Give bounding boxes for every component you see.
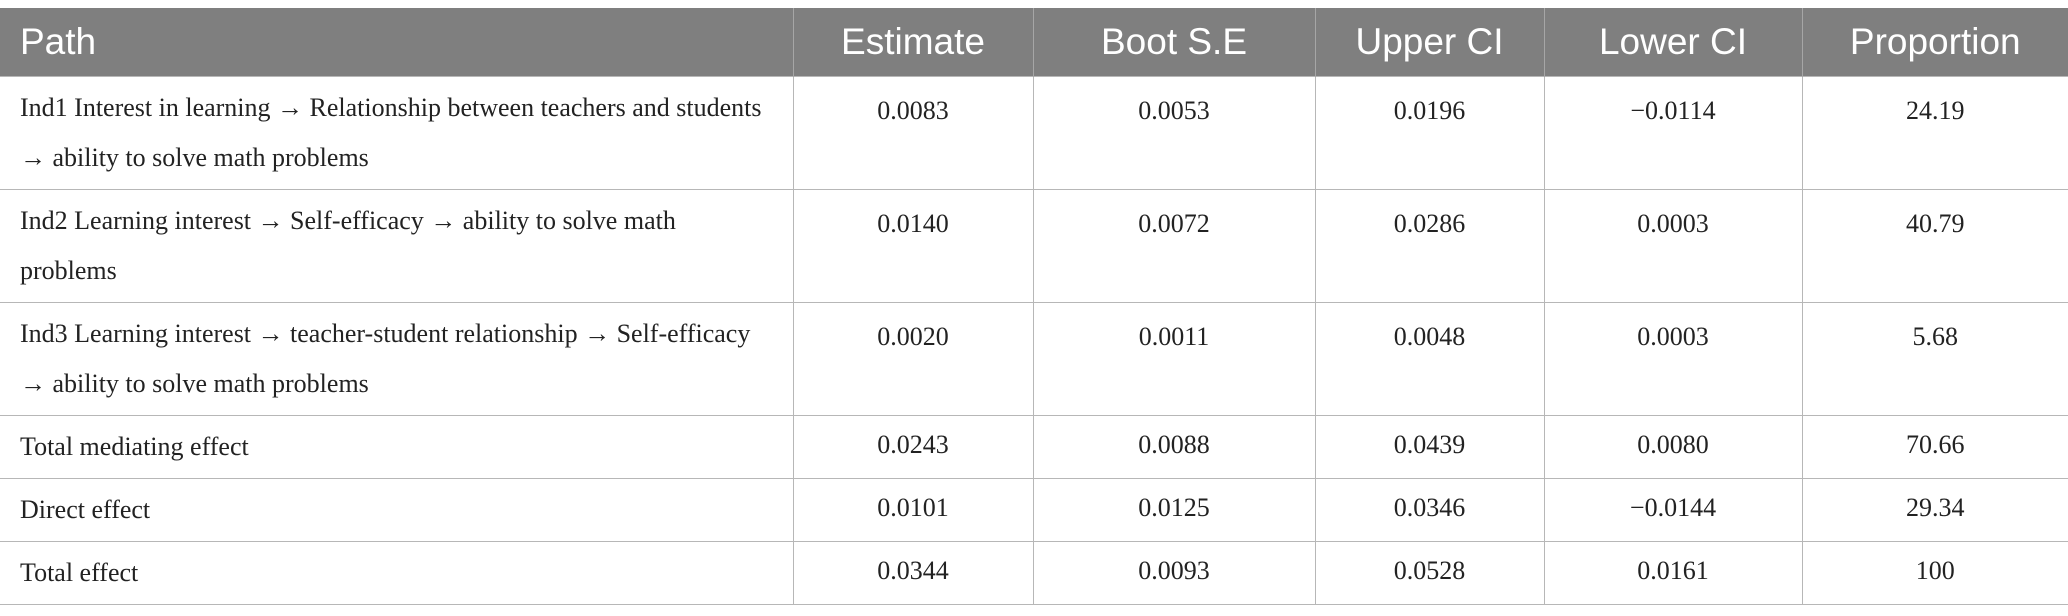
cell-lower-ci: 0.0161 [1543,541,1803,605]
header-row: Path Estimate Boot S.E Upper CI Lower CI… [0,8,2068,77]
table-body: Ind1 Interest in learning → Relationship… [0,76,2068,605]
table-row: Ind1 Interest in learning → Relationship… [0,76,2068,190]
cell-upper-ci: 0.0048 [1314,302,1545,416]
cell-lower-ci: −0.0114 [1543,76,1803,190]
header-path: Path [0,8,793,77]
table-row: Direct effect 0.0101 0.0125 0.0346 −0.01… [0,478,2068,542]
table-row: Ind3 Learning interest → teacher-student… [0,302,2068,416]
cell-path: Ind1 Interest in learning → Relationship… [0,76,794,190]
cell-estimate: 0.0083 [792,76,1034,190]
cell-boot-se: 0.0125 [1032,478,1316,542]
mediation-table-container: Path Estimate Boot S.E Upper CI Lower CI… [0,8,2068,605]
cell-boot-se: 0.0088 [1032,415,1316,479]
cell-lower-ci: 0.0003 [1543,302,1803,416]
cell-proportion: 24.19 [1801,76,2068,190]
header-proportion: Proportion [1801,8,2068,77]
mediation-effects-table: Path Estimate Boot S.E Upper CI Lower CI… [0,8,2068,605]
cell-estimate: 0.0020 [792,302,1034,416]
cell-boot-se: 0.0053 [1032,76,1316,190]
cell-lower-ci: 0.0080 [1543,415,1803,479]
cell-estimate: 0.0101 [792,478,1034,542]
cell-upper-ci: 0.0528 [1314,541,1545,605]
table-row: Total mediating effect 0.0243 0.0088 0.0… [0,415,2068,479]
table-row: Total effect 0.0344 0.0093 0.0528 0.0161… [0,541,2068,605]
table-header: Path Estimate Boot S.E Upper CI Lower CI… [0,8,2068,77]
cell-boot-se: 0.0011 [1032,302,1316,416]
header-estimate: Estimate [792,8,1033,77]
header-lower-ci: Lower CI [1543,8,1802,77]
cell-lower-ci: 0.0003 [1543,189,1803,303]
header-boot-se: Boot S.E [1032,8,1315,77]
cell-upper-ci: 0.0439 [1314,415,1545,479]
cell-proportion: 100 [1801,541,2068,605]
cell-path: Total effect [0,541,794,605]
cell-lower-ci: −0.0144 [1543,478,1803,542]
cell-estimate: 0.0344 [792,541,1034,605]
cell-upper-ci: 0.0346 [1314,478,1545,542]
cell-boot-se: 0.0093 [1032,541,1316,605]
cell-boot-se: 0.0072 [1032,189,1316,303]
cell-path: Direct effect [0,478,794,542]
header-upper-ci: Upper CI [1314,8,1544,77]
cell-path: Ind2 Learning interest → Self-efficacy →… [0,189,794,303]
cell-estimate: 0.0243 [792,415,1034,479]
cell-path: Ind3 Learning interest → teacher-student… [0,302,794,416]
cell-upper-ci: 0.0196 [1314,76,1545,190]
cell-proportion: 40.79 [1801,189,2068,303]
cell-upper-ci: 0.0286 [1314,189,1545,303]
cell-proportion: 29.34 [1801,478,2068,542]
cell-proportion: 5.68 [1801,302,2068,416]
cell-path: Total mediating effect [0,415,794,479]
cell-estimate: 0.0140 [792,189,1034,303]
cell-proportion: 70.66 [1801,415,2068,479]
table-row: Ind2 Learning interest → Self-efficacy →… [0,189,2068,303]
